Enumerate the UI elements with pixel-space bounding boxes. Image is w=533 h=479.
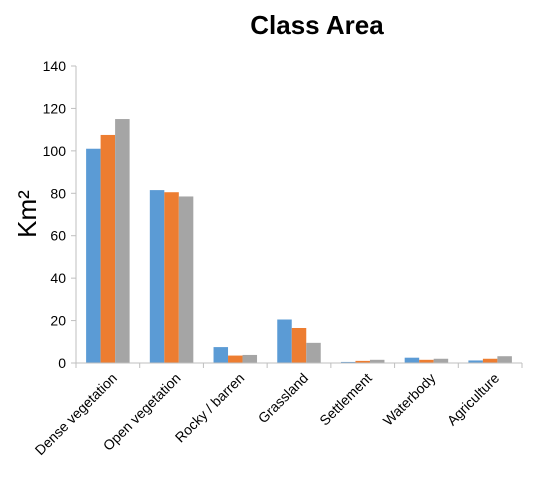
bar	[242, 354, 258, 363]
bar	[164, 192, 179, 363]
bar	[482, 358, 498, 363]
chart-title: Class Area	[250, 10, 384, 40]
bar	[277, 319, 292, 363]
bar	[115, 119, 130, 364]
y-axis-label: Km²	[12, 190, 42, 238]
y-tick-label: 140	[43, 58, 67, 74]
y-axis: 0 20 40 60 80 100 120 140	[43, 58, 76, 371]
bar	[86, 148, 101, 363]
bar	[228, 355, 243, 363]
y-tick-label: 0	[58, 355, 66, 371]
bar	[213, 347, 229, 363]
bar	[355, 360, 370, 363]
x-category-label: Agriculture	[444, 370, 503, 429]
bar	[419, 359, 434, 363]
y-tick-label: 80	[50, 185, 66, 201]
x-category-label: Waterbody	[380, 370, 439, 429]
bars	[75, 119, 523, 368]
y-tick-label: 100	[43, 143, 67, 159]
x-category-label: Grassland	[255, 370, 311, 426]
bar	[369, 359, 385, 363]
bar	[468, 360, 483, 363]
bar	[100, 134, 116, 363]
bar	[306, 342, 321, 363]
bar	[178, 196, 194, 363]
bar	[497, 356, 512, 363]
x-category-label: Settlement	[316, 370, 375, 429]
bar	[291, 327, 307, 363]
y-tick-label: 20	[50, 313, 66, 329]
bar	[404, 357, 420, 363]
y-tick-label: 120	[43, 100, 67, 116]
bar	[340, 361, 356, 363]
y-tick-label: 60	[50, 228, 66, 244]
bar	[433, 358, 449, 363]
y-tick-label: 40	[50, 270, 66, 286]
bar	[149, 190, 165, 363]
